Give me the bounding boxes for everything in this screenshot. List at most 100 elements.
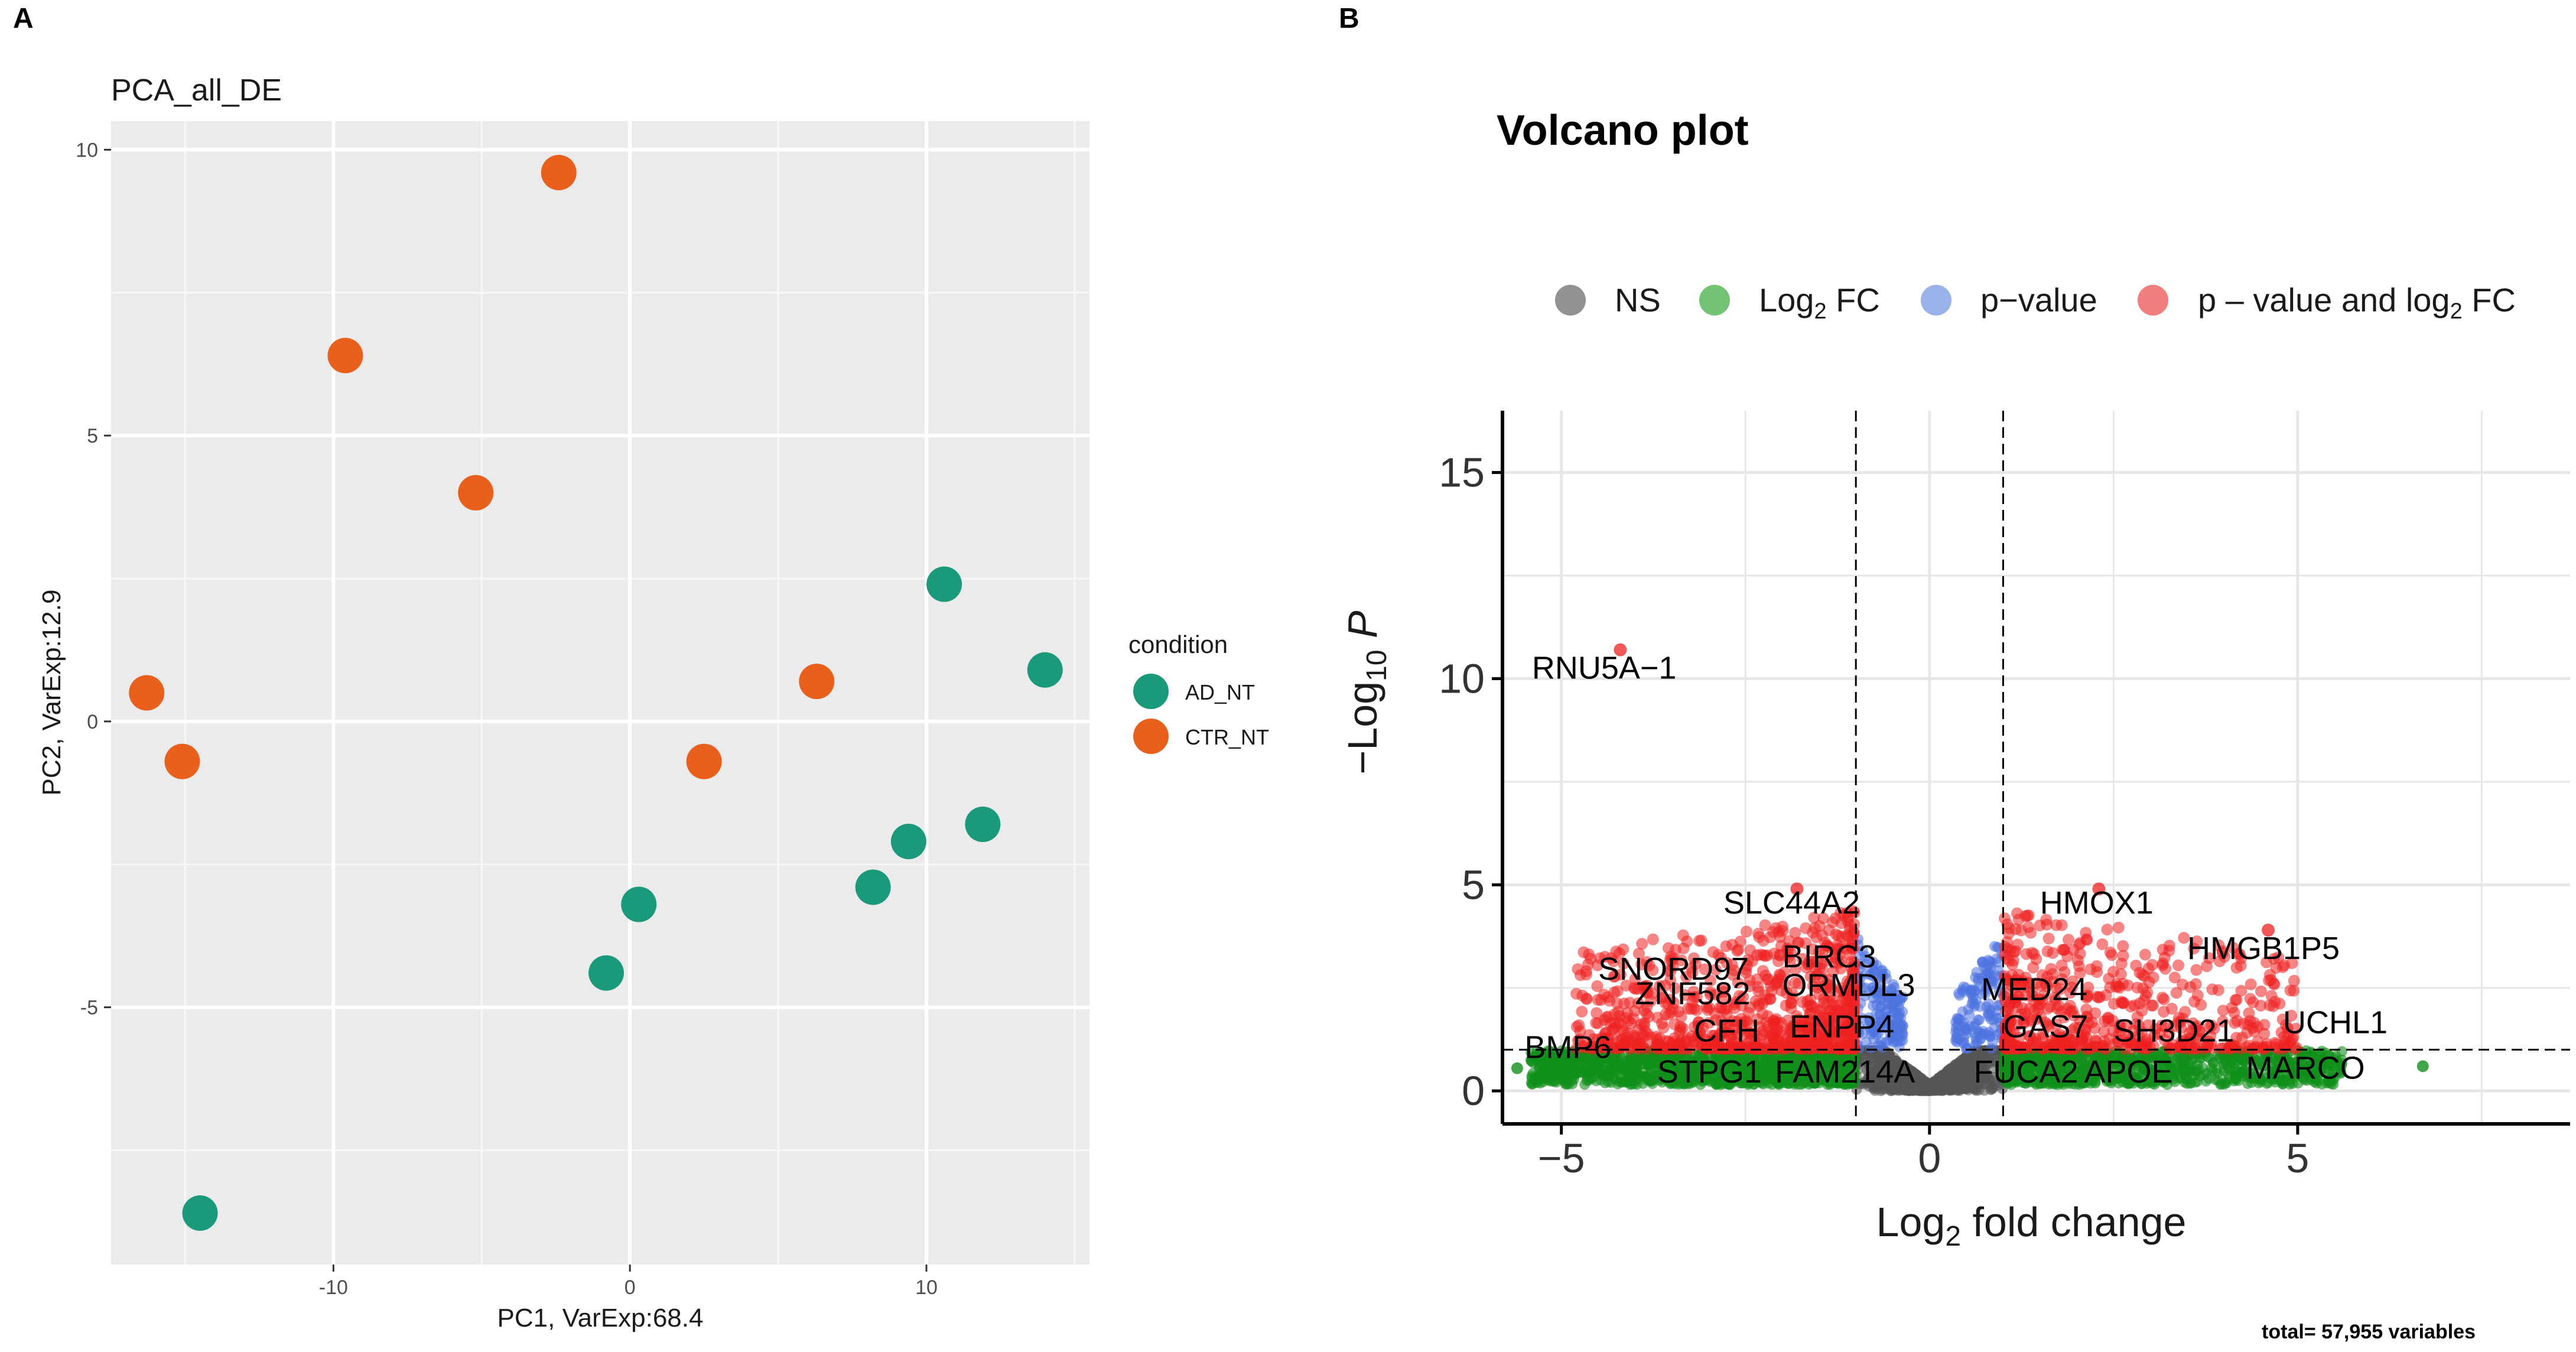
volcano-point [1969, 1001, 1980, 1012]
volcano-point [2042, 932, 2055, 945]
volcano-point [2174, 1072, 2185, 1084]
volcano-point [2229, 994, 2242, 1006]
volcano-point [1975, 1034, 1986, 1045]
pca-point-ad-nt [1027, 652, 1063, 688]
pca-legend: condition AD_NT CTR_NT [1128, 630, 1269, 754]
volcano-title: Volcano plot [1497, 107, 1749, 154]
volcano-point [2112, 921, 2125, 934]
pca-point-ad-nt [890, 824, 926, 860]
volcano-point [1567, 1065, 1578, 1077]
volcano-point [2212, 984, 2224, 996]
panel-b-letter: B [1339, 3, 1359, 34]
pca-point-ad-nt [182, 1195, 218, 1231]
volcano-point [2218, 1065, 2229, 1077]
volcano-point [2090, 960, 2103, 973]
volcano-legend: NS Log2 FC p−value p – value and log2 FC [1555, 281, 2516, 324]
pca-point-ctr-nt [799, 664, 835, 700]
volcano-point [2158, 993, 2170, 1006]
legend-label-ctr-nt: CTR_NT [1185, 725, 1269, 749]
volcano-point [1981, 1059, 1992, 1070]
volcano-point [1549, 1070, 1560, 1081]
legend-swatch-ns [1555, 285, 1586, 316]
pca-point-ctr-nt [458, 474, 494, 511]
legend-label-ad-nt: AD_NT [1185, 680, 1255, 704]
volcano-point [1570, 987, 1583, 1000]
volcano-point [1603, 1076, 1614, 1087]
pca-points [129, 155, 1063, 1231]
legend-label-log2fc: Log2 FC [1759, 281, 1880, 324]
pca-y-tick-label: 0 [87, 711, 98, 733]
pca-y-tick-label: -5 [80, 997, 98, 1019]
volcano-point [2219, 1079, 2230, 1090]
volcano-point [2172, 1053, 2184, 1064]
pca-point-ctr-nt [686, 743, 722, 779]
volcano-point [2172, 959, 2185, 971]
volcano-point [1960, 1043, 1972, 1054]
pca-y-tick-label: 10 [76, 139, 98, 161]
volcano-point [1615, 1075, 1627, 1087]
volcano-point [1610, 1061, 1621, 1072]
pca-legend-title: condition [1128, 630, 1228, 658]
volcano-point [1943, 1065, 1954, 1077]
pca-point-ad-nt [926, 566, 962, 602]
legend-label-both: p – value and log2 FC [2198, 281, 2516, 324]
volcano-point [2245, 978, 2257, 990]
pca-point-ctr-nt [327, 337, 363, 373]
pca-grid [111, 121, 1089, 1265]
volcano-point [2233, 1066, 2244, 1077]
volcano-points [1511, 643, 2429, 1097]
volcano-point [1643, 1059, 1654, 1070]
volcano-point [2206, 1062, 2217, 1074]
volcano-point [2191, 1066, 2202, 1077]
volcano-point [1954, 1084, 1966, 1095]
volcano-point [1693, 935, 1705, 947]
pca-y-axis-label: PC2, VarExp:12.9 [37, 590, 66, 796]
pca-point-ad-nt [965, 807, 1001, 843]
volcano-point [1576, 1005, 1588, 1018]
pca-y-tick-label: 5 [87, 425, 98, 447]
legend-swatch-both [2138, 285, 2168, 316]
volcano-point [1583, 1075, 1595, 1086]
pca-x-tick-label: 0 [625, 1276, 636, 1299]
volcano-point [1977, 957, 1988, 968]
pca-x-axis-label: PC1, VarExp:68.4 [497, 1304, 704, 1332]
volcano-chart: Volcano plot NS Log2 FC p−value p – valu… [1339, 107, 2570, 1252]
pca-point-ad-nt [588, 955, 625, 991]
volcano-point [2101, 924, 2113, 936]
volcano-point [1966, 987, 1977, 999]
panel-a-letter: A [13, 3, 34, 34]
volcano-point [1895, 1036, 1906, 1047]
volcano-point [2089, 1007, 2102, 1019]
volcano-point [2047, 947, 2059, 959]
volcano-point [1988, 1014, 1999, 1025]
volcano-point [1950, 1026, 1961, 1038]
legend-swatch-ctr-nt [1133, 719, 1169, 754]
pca-point-ctr-nt [541, 155, 577, 191]
volcano-point [1640, 1074, 1651, 1085]
volcano-point [1624, 996, 1636, 1009]
legend-label-pvalue: p−value [1980, 281, 2097, 318]
volcano-point [1965, 1082, 1976, 1093]
volcano-point [1628, 1060, 1639, 1071]
legend-swatch-pvalue [1921, 285, 1951, 316]
pca-point-ctr-nt [129, 675, 165, 711]
volcano-point [1538, 1064, 1549, 1075]
volcano-point [2073, 960, 2085, 973]
volcano-point [2096, 938, 2109, 950]
volcano-point [1957, 984, 1968, 996]
volcano-point [2210, 1074, 2221, 1086]
legend-swatch-log2fc [1699, 285, 1730, 316]
legend-swatch-ad-nt [1133, 674, 1169, 709]
volcano-point [2255, 985, 2267, 997]
volcano-point [1930, 1083, 1941, 1094]
volcano-point [2063, 934, 2075, 946]
volcano-point [1567, 1078, 1578, 1090]
volcano-point [1800, 922, 1812, 934]
pca-point-ad-nt [621, 886, 657, 922]
pca-point-ctr-nt [164, 743, 200, 779]
pca-x-tick-label: -10 [319, 1276, 348, 1299]
pca-title: PCA_all_DE [111, 73, 282, 108]
legend-label-ns: NS [1615, 281, 1661, 318]
